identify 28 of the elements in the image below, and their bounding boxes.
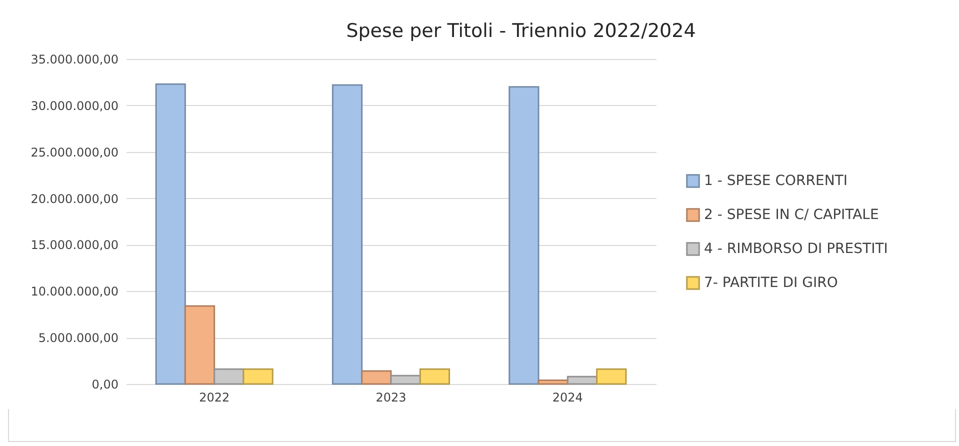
legend-label: 4 - RIMBORSO DI PRESTITI [704, 241, 888, 257]
bar [390, 374, 421, 385]
bar [596, 368, 627, 385]
y-tick-label: 15.000.000,00 [30, 238, 118, 252]
bar [242, 368, 274, 385]
y-tick-label: 10.000.000,00 [30, 284, 118, 299]
bar [332, 84, 363, 385]
x-tick-label: 2024 [552, 390, 583, 404]
chart-title: Spese per Titoli - Triennio 2022/2024 [346, 20, 696, 42]
bar [214, 368, 244, 385]
y-tick-label: 20.000.000,00 [30, 192, 118, 206]
bar [184, 305, 216, 385]
y-tick-label: 30.000.000,00 [30, 98, 118, 113]
y-tick-label: 5.000.000,00 [38, 331, 118, 346]
bar [155, 83, 186, 385]
legend-label: 1 - SPESE CORRENTI [704, 173, 848, 189]
x-tick-label: 2023 [376, 390, 406, 404]
legend-label: 7- PARTITE DI GIRO [704, 275, 838, 291]
bar [508, 86, 540, 385]
x-tick-label: 2022 [199, 390, 230, 404]
y-tick-label: 0,00 [92, 378, 118, 392]
y-tick-label: 25.000.000,00 [30, 145, 118, 160]
legend-label: 2 - SPESE IN C/ CAPITALE [704, 207, 879, 223]
bar [419, 368, 450, 385]
bar [566, 376, 598, 385]
bar [538, 380, 568, 385]
y-tick-label: 35.000.000,00 [30, 52, 118, 66]
bar [361, 370, 392, 385]
